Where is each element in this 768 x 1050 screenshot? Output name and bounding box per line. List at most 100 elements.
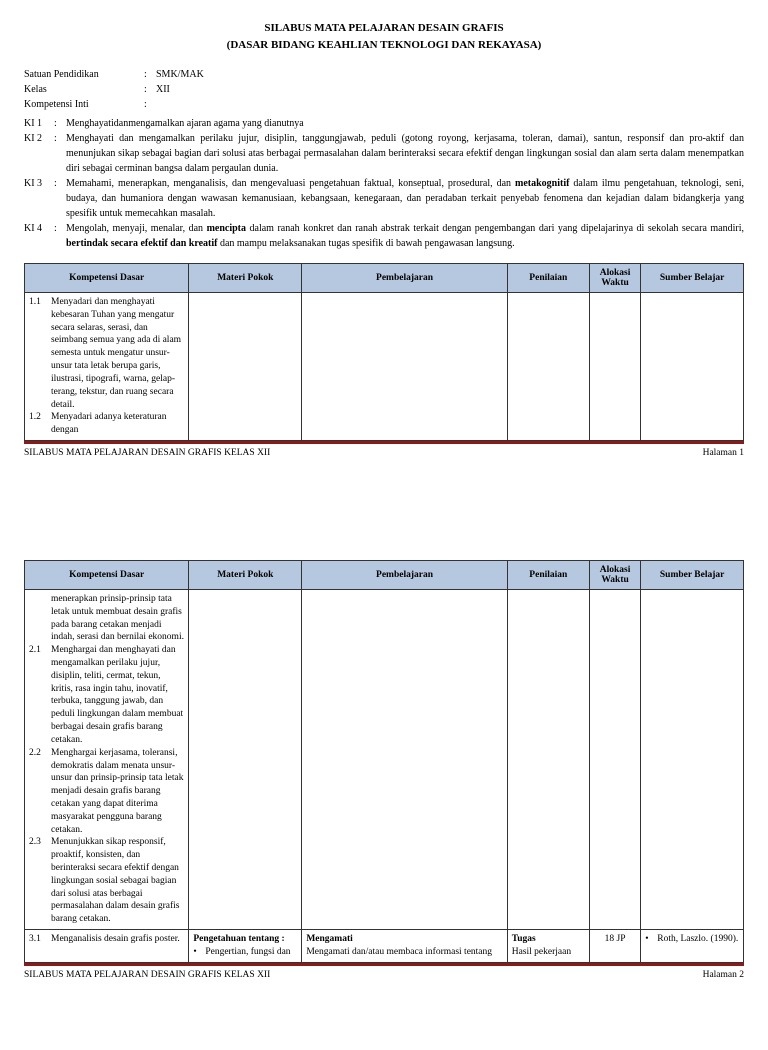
empty-cell — [589, 293, 640, 441]
ki-num: KI 1 — [24, 116, 54, 131]
ki4-d: bertindak secara efektif dan kreatif — [66, 238, 217, 249]
ki4-e: dan mampu melaksanakan tugas spesifik di… — [217, 238, 514, 249]
sumber-text: Roth, Laszlo. (1990). — [657, 933, 738, 946]
empty-cell — [589, 589, 640, 929]
ki-num: KI 3 — [24, 176, 54, 221]
meta-kelas: Kelas : XII — [24, 82, 744, 97]
syllabus-table-1: Kompetensi Dasar Materi Pokok Pembelajar… — [24, 263, 744, 441]
meta-label: Kompetensi Inti — [24, 97, 144, 112]
bullet-icon: • — [193, 946, 205, 959]
table-header-row: Kompetensi Dasar Materi Pokok Pembelajar… — [25, 264, 744, 293]
page-2: Kompetensi Dasar Materi Pokok Pembelajar… — [0, 528, 768, 990]
penilaian-cell: Tugas Hasil pekerjaan — [507, 930, 589, 963]
ki-sep: : — [54, 131, 66, 176]
footer-left: SILABUS MATA PELAJARAN DESAIN GRAFIS KEL… — [24, 448, 270, 458]
ki-sep: : — [54, 176, 66, 221]
empty-cell — [507, 589, 589, 929]
empty-cell — [302, 293, 507, 441]
kd-text: Menghargai kerjasama, toleransi, demokra… — [51, 747, 184, 837]
ki-row-1: KI 1 : Menghayatidanmengamalkan ajaran a… — [24, 116, 744, 131]
ki-num: KI 4 — [24, 221, 54, 251]
kd-num: 2.3 — [29, 836, 51, 926]
th-sumber: Sumber Belajar — [641, 560, 744, 589]
kd-cell: 3.1Menganalisis desain grafis poster. — [25, 930, 189, 963]
th-penilaian: Penilaian — [507, 560, 589, 589]
ki-row-2: KI 2 : Menghayati dan mengamalkan perila… — [24, 131, 744, 176]
meta-sep: : — [144, 82, 156, 97]
ki3-a: Memahami, menerapkan, menganalisis, dan … — [66, 178, 515, 189]
meta-sep: : — [144, 97, 156, 112]
ki-text: Mengolah, menyaji, menalar, dan mencipta… — [66, 221, 744, 251]
table-row: menerapkan prinsip-prinsip tata letak un… — [25, 589, 744, 929]
th-kd: Kompetensi Dasar — [25, 264, 189, 293]
meta-sep: : — [144, 67, 156, 82]
th-pembelajaran: Pembelajaran — [302, 560, 507, 589]
materi-cell: Pengetahuan tentang : •Pengertian, fungs… — [189, 930, 302, 963]
footer-page: Halaman 2 — [703, 970, 744, 980]
th-penilaian: Penilaian — [507, 264, 589, 293]
meta-block: Satuan Pendidikan : SMK/MAK Kelas : XII … — [24, 67, 744, 112]
ki-text: Memahami, menerapkan, menganalisis, dan … — [66, 176, 744, 221]
kd-cell: 1.1Menyadari dan menghayati kebesaran Tu… — [25, 293, 189, 441]
kd-text: Menganalisis desain grafis poster. — [51, 933, 184, 946]
kd-text: Menyadari dan menghayati kebesaran Tuhan… — [51, 296, 184, 411]
bullet-icon: • — [645, 933, 657, 946]
meta-ki: Kompetensi Inti : — [24, 97, 744, 112]
footer-left: SILABUS MATA PELAJARAN DESAIN GRAFIS KEL… — [24, 970, 270, 980]
ki4-b: mencipta — [207, 223, 246, 234]
kd-text: Menyadari adanya keteraturan dengan — [51, 411, 184, 437]
materi-bullet: Pengertian, fungsi dan — [205, 946, 290, 959]
ki-num: KI 2 — [24, 131, 54, 176]
footer-row: SILABUS MATA PELAJARAN DESAIN GRAFIS KEL… — [24, 444, 744, 458]
th-alokasi: Alokasi Waktu — [589, 560, 640, 589]
ki4-c: dalam ranah konkret dan ranah abstrak te… — [246, 223, 744, 234]
th-kd: Kompetensi Dasar — [25, 560, 189, 589]
empty-cell — [641, 589, 744, 929]
table-header-row: Kompetensi Dasar Materi Pokok Pembelajar… — [25, 560, 744, 589]
meta-value: SMK/MAK — [156, 67, 744, 82]
kd-num: 2.2 — [29, 747, 51, 837]
th-alokasi: Alokasi Waktu — [589, 264, 640, 293]
th-materi: Materi Pokok — [189, 264, 302, 293]
kd-continuation: menerapkan prinsip-prinsip tata letak un… — [51, 593, 184, 644]
ki-text: Menghayati dan mengamalkan perilaku juju… — [66, 131, 744, 176]
empty-cell — [302, 589, 507, 929]
kd-num: 3.1 — [29, 933, 51, 946]
meta-value: XII — [156, 82, 744, 97]
page-1: SILABUS MATA PELAJARAN DESAIN GRAFIS (DA… — [0, 0, 768, 468]
ki-sep: : — [54, 116, 66, 131]
footer-row: SILABUS MATA PELAJARAN DESAIN GRAFIS KEL… — [24, 966, 744, 980]
kd-num: 1.1 — [29, 296, 51, 411]
table-row-31: 3.1Menganalisis desain grafis poster. Pe… — [25, 930, 744, 963]
ki-sep: : — [54, 221, 66, 251]
empty-cell — [641, 293, 744, 441]
title-block: SILABUS MATA PELAJARAN DESAIN GRAFIS (DA… — [24, 20, 744, 53]
meta-value — [156, 97, 744, 112]
penilaian-head: Tugas — [512, 934, 536, 944]
kd-text: Menghargai dan menghayati dan mengamalka… — [51, 644, 184, 747]
title-line-1: SILABUS MATA PELAJARAN DESAIN GRAFIS — [24, 20, 744, 37]
syllabus-table-2: Kompetensi Dasar Materi Pokok Pembelajar… — [24, 560, 744, 963]
th-pembelajaran: Pembelajaran — [302, 264, 507, 293]
pembelajaran-head: Mengamati — [306, 934, 352, 944]
ki4-a: Mengolah, menyaji, menalar, dan — [66, 223, 207, 234]
materi-head: Pengetahuan tentang : — [193, 934, 284, 944]
table-row: 1.1Menyadari dan menghayati kebesaran Tu… — [25, 293, 744, 441]
ki3-b: metakognitif — [515, 178, 569, 189]
footer-page: Halaman 1 — [703, 448, 744, 458]
pembelajaran-cell: Mengamati Mengamati dan/atau membaca inf… — [302, 930, 507, 963]
sumber-cell: •Roth, Laszlo. (1990). — [641, 930, 744, 963]
ki-text: Menghayatidanmengamalkan ajaran agama ya… — [66, 116, 744, 131]
alokasi-cell: 18 JP — [589, 930, 640, 963]
meta-label: Kelas — [24, 82, 144, 97]
kd-num: 2.1 — [29, 644, 51, 747]
empty-cell — [189, 293, 302, 441]
ki-row-3: KI 3 : Memahami, menerapkan, menganalisi… — [24, 176, 744, 221]
empty-cell — [189, 589, 302, 929]
ki-row-4: KI 4 : Mengolah, menyaji, menalar, dan m… — [24, 221, 744, 251]
meta-label: Satuan Pendidikan — [24, 67, 144, 82]
kd-text: Menunjukkan sikap responsif, proaktif, k… — [51, 836, 184, 926]
meta-satuan: Satuan Pendidikan : SMK/MAK — [24, 67, 744, 82]
th-materi: Materi Pokok — [189, 560, 302, 589]
kd-cell: menerapkan prinsip-prinsip tata letak un… — [25, 589, 189, 929]
